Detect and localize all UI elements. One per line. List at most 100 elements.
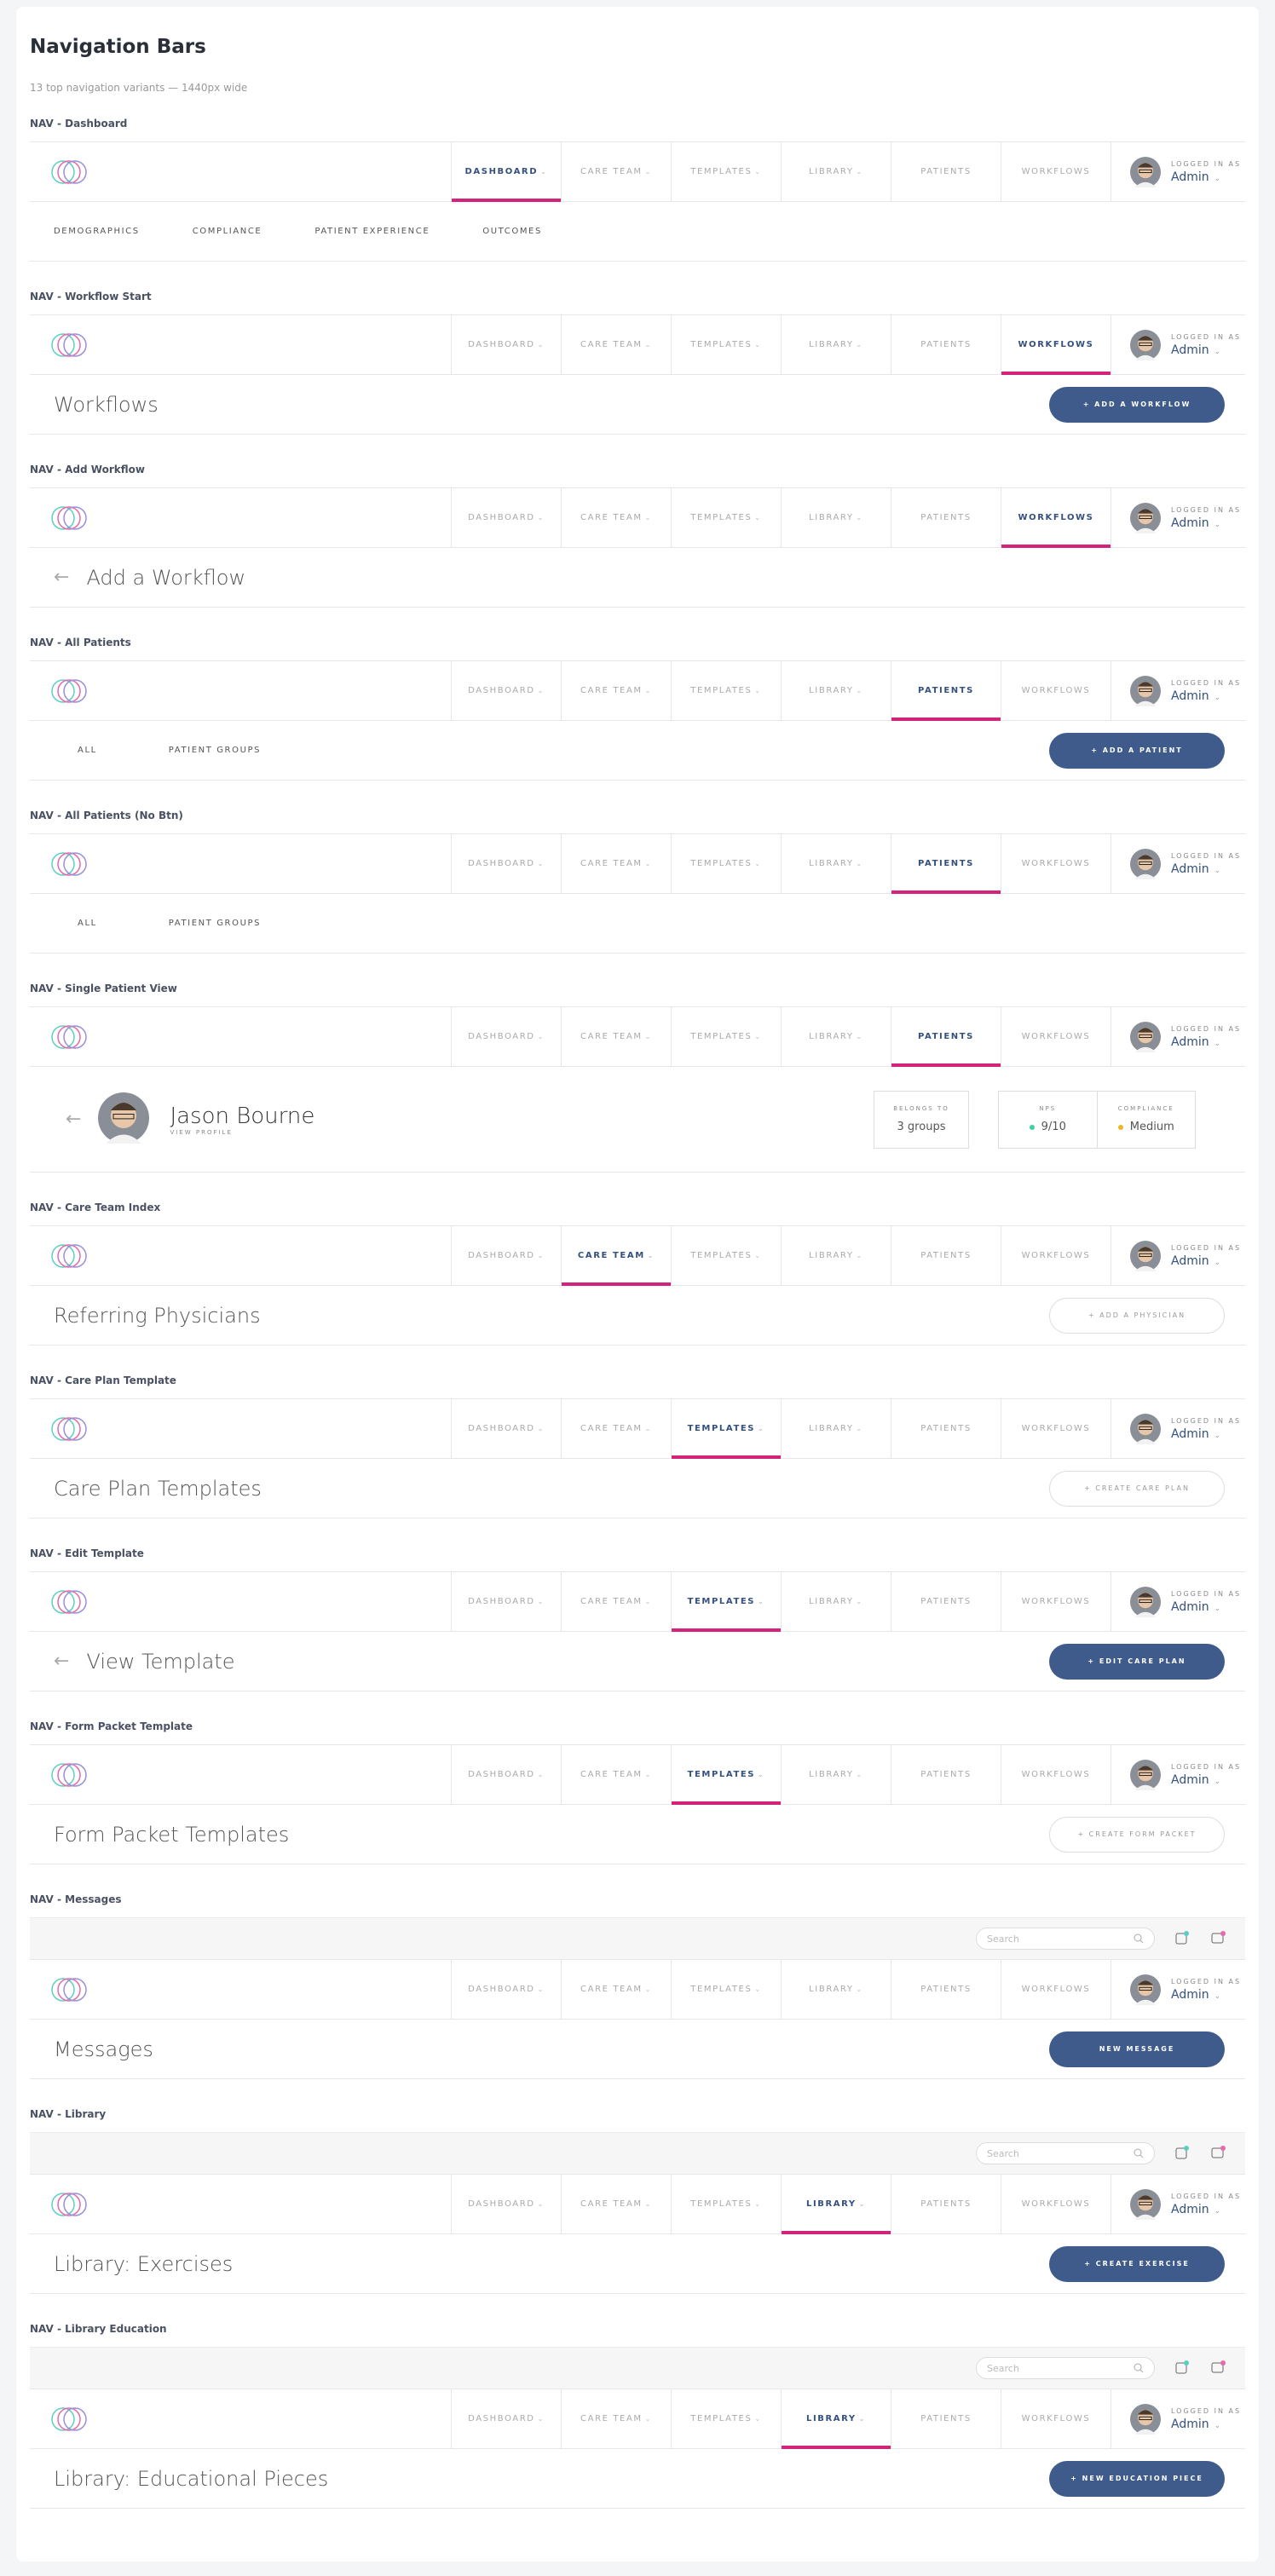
nav-tab[interactable]: DASHBOARD ⌄ [451, 1007, 561, 1066]
nav-tab[interactable]: CARE TEAM ⌄ [561, 1007, 671, 1066]
nav-tab[interactable]: DASHBOARD ⌄ [451, 1572, 561, 1631]
nav-tab[interactable]: TEMPLATES ⌄ [671, 1745, 781, 1805]
action-button[interactable]: + ADD A PHYSICIAN [1049, 1297, 1225, 1334]
user-menu[interactable]: LOGGED IN AS Admin ⌄ [1111, 2175, 1245, 2233]
nav-tab[interactable]: DASHBOARD ⌄ [451, 315, 561, 374]
sub-tab[interactable]: COMPLIANCE [192, 227, 262, 236]
nav-tab[interactable]: TEMPLATES ⌄ [671, 661, 781, 720]
nav-tab[interactable]: TEMPLATES ⌄ [671, 2389, 781, 2448]
search-field[interactable]: Search [976, 1928, 1155, 1950]
nav-tab[interactable]: PATIENTS [891, 1960, 1001, 2019]
nav-tab[interactable]: CARE TEAM ⌄ [561, 315, 671, 374]
user-menu[interactable]: LOGGED IN AS Admin ⌄ [1111, 315, 1245, 374]
sub-tab[interactable]: DEMOGRAPHICS [54, 227, 140, 236]
action-button[interactable]: + CREATE EXERCISE [1049, 2245, 1225, 2282]
nav-tab[interactable]: CARE TEAM ⌄ [561, 1960, 671, 2019]
nav-tab[interactable]: TEMPLATES ⌄ [671, 2175, 781, 2233]
nav-tab[interactable]: LIBRARY ⌄ [781, 834, 891, 893]
sub-tab[interactable]: ALL [78, 919, 97, 928]
nav-tab[interactable]: CARE TEAM ⌄ [561, 2389, 671, 2448]
nav-tab[interactable]: CARE TEAM ⌄ [561, 2175, 671, 2233]
nav-tab[interactable]: TEMPLATES ⌄ [671, 1007, 781, 1066]
user-menu[interactable]: LOGGED IN AS Admin ⌄ [1111, 1960, 1245, 2019]
nav-tab[interactable]: DASHBOARD ⌄ [451, 2175, 561, 2233]
nav-tab[interactable]: WORKFLOWS [1001, 1960, 1111, 2019]
nav-tab[interactable]: PATIENTS [891, 2389, 1001, 2448]
nav-tab[interactable]: TEMPLATES ⌄ [671, 1399, 781, 1459]
nav-tab[interactable]: DASHBOARD ⌄ [451, 1745, 561, 1804]
nav-tab[interactable]: TEMPLATES ⌄ [671, 142, 781, 201]
search-field[interactable]: Search [976, 2142, 1155, 2164]
nav-tab[interactable]: CARE TEAM ⌄ [561, 1226, 671, 1286]
nav-tab[interactable]: WORKFLOWS [1001, 2389, 1111, 2448]
view-profile[interactable]: VIEW PROFILE [170, 1128, 233, 1136]
nav-tab[interactable]: TEMPLATES ⌄ [671, 315, 781, 374]
nav-tab[interactable]: WORKFLOWS [1001, 661, 1111, 720]
nav-tab[interactable]: PATIENTS [891, 2175, 1001, 2233]
nav-tab[interactable]: CARE TEAM ⌄ [561, 834, 671, 893]
nav-tab[interactable]: LIBRARY ⌄ [781, 1007, 891, 1066]
nav-tab[interactable]: PATIENTS [891, 661, 1001, 721]
nav-tab[interactable]: DASHBOARD ⌄ [451, 142, 561, 202]
nav-tab[interactable]: DASHBOARD ⌄ [451, 2389, 561, 2448]
nav-tab[interactable]: WORKFLOWS [1001, 1226, 1111, 1285]
action-button[interactable]: + CREATE FORM PACKET [1049, 1816, 1225, 1853]
notification-icon[interactable] [1174, 2145, 1191, 2162]
nav-tab[interactable]: LIBRARY ⌄ [781, 142, 891, 201]
nav-tab[interactable]: TEMPLATES ⌄ [671, 1960, 781, 2019]
action-button[interactable]: + CREATE CARE PLAN [1049, 1470, 1225, 1507]
user-menu[interactable]: LOGGED IN AS Admin ⌄ [1111, 1572, 1245, 1631]
nav-tab[interactable]: TEMPLATES ⌄ [671, 834, 781, 893]
user-menu[interactable]: LOGGED IN AS Admin ⌄ [1111, 1007, 1245, 1066]
sub-tab[interactable]: ALL [78, 746, 97, 755]
nav-tab[interactable]: LIBRARY ⌄ [781, 1399, 891, 1458]
nav-tab[interactable]: PATIENTS [891, 834, 1001, 894]
nav-tab[interactable]: WORKFLOWS [1001, 1572, 1111, 1631]
message-icon[interactable] [1209, 2360, 1226, 2377]
user-menu[interactable]: LOGGED IN AS Admin ⌄ [1111, 2389, 1245, 2448]
nav-tab[interactable]: DASHBOARD ⌄ [451, 488, 561, 547]
message-icon[interactable] [1209, 1930, 1226, 1947]
search-field[interactable]: Search [976, 2357, 1155, 2379]
action-button[interactable]: NEW MESSAGE [1049, 2031, 1225, 2067]
message-icon[interactable] [1209, 2145, 1226, 2162]
nav-tab[interactable]: DASHBOARD ⌄ [451, 834, 561, 893]
nav-tab[interactable]: WORKFLOWS [1001, 315, 1111, 375]
nav-tab[interactable]: LIBRARY ⌄ [781, 661, 891, 720]
nav-tab[interactable]: DASHBOARD ⌄ [451, 661, 561, 720]
sub-tab[interactable]: PATIENT GROUPS [168, 919, 262, 928]
sub-tab[interactable]: PATIENT GROUPS [168, 746, 262, 755]
nav-tab[interactable]: DASHBOARD ⌄ [451, 1399, 561, 1458]
nav-tab[interactable]: LIBRARY ⌄ [781, 315, 891, 374]
nav-tab[interactable]: LIBRARY ⌄ [781, 1745, 891, 1804]
back-arrow[interactable]: ← [66, 1109, 82, 1130]
sub-tab[interactable]: PATIENT EXPERIENCE [314, 227, 430, 236]
nav-tab[interactable]: WORKFLOWS [1001, 142, 1111, 201]
back-arrow[interactable]: ← [54, 1651, 70, 1672]
back-arrow[interactable]: ← [54, 567, 70, 588]
nav-tab[interactable]: PATIENTS [891, 1007, 1001, 1067]
nav-tab[interactable]: TEMPLATES ⌄ [671, 488, 781, 547]
nav-tab[interactable]: PATIENTS [891, 1226, 1001, 1285]
action-button[interactable]: + NEW EDUCATION PIECE [1049, 2460, 1225, 2497]
nav-tab[interactable]: PATIENTS [891, 142, 1001, 201]
nav-tab[interactable]: WORKFLOWS [1001, 1745, 1111, 1804]
nav-tab[interactable]: PATIENTS [891, 1572, 1001, 1631]
nav-tab[interactable]: CARE TEAM ⌄ [561, 661, 671, 720]
action-button[interactable]: + ADD A WORKFLOW [1049, 386, 1225, 423]
nav-tab[interactable]: PATIENTS [891, 315, 1001, 374]
nav-tab[interactable]: WORKFLOWS [1001, 488, 1111, 548]
nav-tab[interactable]: LIBRARY ⌄ [781, 1226, 891, 1285]
nav-tab[interactable]: LIBRARY ⌄ [781, 1960, 891, 2019]
nav-tab[interactable]: CARE TEAM ⌄ [561, 1572, 671, 1631]
nav-tab[interactable]: DASHBOARD ⌄ [451, 1960, 561, 2019]
nav-tab[interactable]: PATIENTS [891, 488, 1001, 547]
sub-tab[interactable]: OUTCOMES [482, 227, 542, 236]
user-menu[interactable]: LOGGED IN AS Admin ⌄ [1111, 142, 1245, 201]
user-menu[interactable]: LOGGED IN AS Admin ⌄ [1111, 834, 1245, 893]
nav-tab[interactable]: TEMPLATES ⌄ [671, 1572, 781, 1632]
nav-tab[interactable]: LIBRARY ⌄ [781, 2175, 891, 2234]
notification-icon[interactable] [1174, 2360, 1191, 2377]
nav-tab[interactable]: WORKFLOWS [1001, 1007, 1111, 1066]
nav-tab[interactable]: WORKFLOWS [1001, 1399, 1111, 1458]
